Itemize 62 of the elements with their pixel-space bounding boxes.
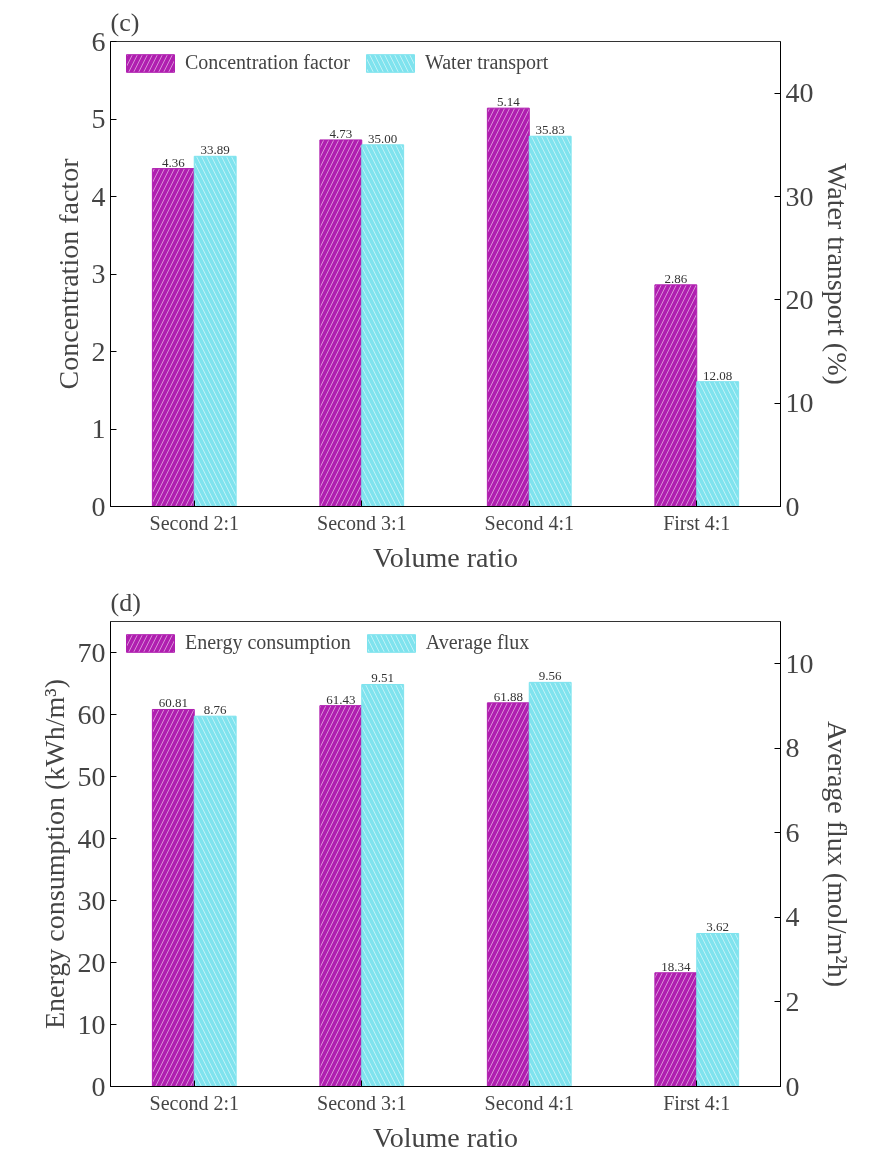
- y2-tick-label: 30: [785, 180, 814, 212]
- data-label: 9.56: [538, 668, 563, 684]
- data-label: 8.76: [203, 702, 228, 718]
- chart-title: (d): [110, 587, 141, 617]
- y-tick-label: 20: [77, 946, 106, 978]
- legend-label: Concentration factor: [185, 51, 350, 74]
- legend-label: Average flux: [425, 631, 530, 654]
- data-label: 3.62: [706, 919, 730, 935]
- y2-tick-label: 2: [785, 985, 800, 1017]
- x-axis-title: Volume ratio: [373, 1121, 518, 1153]
- y2-axis-title: Average flux (mol/m²h): [821, 720, 853, 988]
- data-label: 2.86: [664, 270, 688, 286]
- y-tick-label: 4: [91, 180, 106, 212]
- data-label: 35.00: [368, 130, 398, 146]
- x-tick-label: First 4:1: [663, 1091, 731, 1114]
- y2-axis-title: Water transport (%): [821, 163, 853, 385]
- y-tick-label: 0: [91, 490, 106, 522]
- data-label: 4.36: [161, 154, 186, 170]
- data-label: 61.43: [326, 691, 356, 707]
- x-axis-title: Volume ratio: [373, 541, 518, 573]
- y-axis-title: Concentration factor: [52, 157, 84, 390]
- y2-tick-label: 0: [785, 1070, 800, 1102]
- x-tick-label: Second 4:1: [484, 1091, 574, 1114]
- data-label: 18.34: [661, 958, 691, 974]
- legend-label: Water transport: [424, 51, 549, 74]
- y-tick-label: 50: [77, 760, 106, 792]
- y-tick-label: 6: [91, 25, 106, 57]
- data-label: 9.51: [371, 670, 395, 686]
- y-tick-label: 70: [77, 636, 106, 668]
- y-tick-label: 5: [91, 103, 106, 134]
- y-tick-label: 60: [77, 698, 106, 730]
- y2-tick-label: 40: [785, 77, 814, 109]
- legend-label: Energy consumption: [185, 631, 351, 654]
- y-tick-label: 40: [77, 822, 106, 854]
- y2-tick-label: 0: [785, 490, 800, 522]
- x-tick-label: Second 3:1: [317, 511, 407, 534]
- x-tick-label: Second 3:1: [317, 1091, 407, 1114]
- y2-tick-label: 6: [785, 816, 800, 848]
- y2-tick-label: 20: [785, 283, 814, 315]
- x-tick-label: Second 2:1: [149, 1091, 239, 1114]
- y-tick-label: 0: [91, 1070, 106, 1102]
- y-tick-label: 2: [91, 335, 106, 367]
- y2-tick-label: 4: [785, 901, 800, 933]
- y-tick-label: 30: [77, 884, 106, 916]
- x-tick-label: Second 4:1: [484, 511, 574, 534]
- x-tick-label: Second 2:1: [149, 511, 239, 534]
- x-tick-label: First 4:1: [663, 511, 731, 534]
- data-label: 35.83: [535, 122, 565, 138]
- y2-tick-label: 10: [785, 387, 814, 419]
- data-label: 5.14: [496, 94, 521, 110]
- data-label: 61.88: [493, 688, 523, 704]
- chart-title: (c): [110, 7, 140, 37]
- data-label: 4.73: [329, 125, 353, 141]
- y-tick-label: 3: [91, 258, 106, 289]
- data-label: 60.81: [158, 695, 188, 711]
- y2-tick-label: 10: [785, 647, 814, 679]
- data-label: 12.08: [703, 367, 733, 383]
- data-label: 33.89: [200, 142, 230, 158]
- y-axis-title: Energy consumption (kWh/m³): [38, 678, 70, 1030]
- y-tick-label: 10: [77, 1008, 106, 1040]
- y-tick-label: 1: [91, 413, 106, 444]
- y2-tick-label: 8: [785, 732, 800, 764]
